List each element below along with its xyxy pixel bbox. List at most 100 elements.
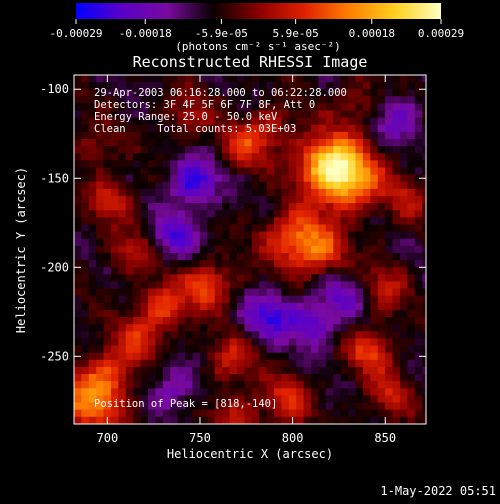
heatmap-cell [185, 181, 193, 190]
heatmap-cell [348, 338, 356, 347]
heatmap-cell [185, 188, 193, 197]
heatmap-cell [81, 245, 90, 254]
heatmap-cell [385, 267, 393, 276]
heatmap-cell [355, 131, 364, 140]
heatmap-cell [303, 82, 312, 90]
heatmap-cell [362, 260, 371, 268]
heatmap-cell [318, 110, 327, 119]
heatmap-cell [170, 188, 179, 197]
heatmap-cell [311, 210, 319, 219]
heatmap-cell [244, 423, 253, 424]
heatmap-cell [430, 303, 438, 311]
heatmap-cell [207, 381, 216, 389]
heatmap-cell [259, 352, 267, 361]
heatmap-cell [281, 374, 290, 382]
heatmap-cell [259, 153, 267, 162]
heatmap-cell [303, 103, 312, 112]
heatmap-cell [133, 416, 141, 424]
heatmap-cell [236, 160, 245, 169]
heatmap-cell [88, 195, 97, 204]
heatmap-cell [74, 295, 82, 304]
heatmap-cell [318, 381, 327, 389]
heatmap-cell [340, 75, 349, 83]
heatmap-cell [192, 210, 201, 219]
heatmap-cell [377, 267, 386, 276]
heatmap-cell [118, 423, 127, 424]
heatmap-cell [177, 181, 186, 190]
heatmap-cell [199, 359, 208, 368]
heatmap-cell [229, 96, 238, 105]
heatmap-cell [266, 146, 275, 154]
heatmap-cell [88, 252, 97, 261]
heatmap-cell [155, 75, 164, 83]
heatmap-cell [170, 160, 179, 169]
heatmap-cell [155, 309, 164, 318]
heatmap-cell [177, 260, 186, 268]
heatmap-cell [118, 345, 127, 354]
heatmap-cell [162, 338, 171, 347]
heatmap-cell [148, 174, 156, 183]
heatmap-cell [74, 416, 82, 424]
heatmap-cell [74, 409, 82, 418]
heatmap-cell [177, 423, 186, 424]
heatmap-cell [236, 210, 245, 219]
heatmap-cell [348, 103, 356, 112]
heatmap-cell [207, 96, 216, 105]
heatmap-cell [296, 103, 305, 112]
heatmap-cell [407, 317, 416, 325]
heatmap-cell [140, 124, 149, 133]
heatmap-cell [81, 174, 90, 183]
heatmap-cell [214, 217, 223, 226]
heatmap-cell [422, 210, 426, 219]
heatmap-cell [430, 360, 438, 368]
heatmap-cell [348, 245, 356, 254]
heatmap-cell [192, 267, 201, 276]
heatmap-cell [199, 238, 208, 247]
heatmap-cell [110, 217, 119, 226]
heatmap-cell [214, 167, 223, 176]
heatmap-cell [133, 82, 141, 90]
heatmap-cell [430, 353, 438, 361]
heatmap-cell [303, 131, 312, 140]
heatmap-cell [133, 75, 141, 83]
heatmap-cell [399, 381, 408, 389]
y-tick-label: -200 [40, 260, 69, 274]
heatmap-cell [303, 324, 312, 332]
heatmap-cell [362, 309, 371, 318]
heatmap-cell [118, 317, 127, 325]
heatmap-cell [281, 309, 290, 318]
heatmap-cell [162, 174, 171, 183]
heatmap-cell [251, 416, 260, 424]
heatmap-cell [199, 89, 208, 97]
heatmap-cell [340, 195, 349, 204]
heatmap-cell [199, 260, 208, 268]
heatmap-cell [325, 402, 334, 411]
heatmap-cell [244, 117, 253, 126]
heatmap-cell [259, 381, 267, 389]
heatmap-cell [407, 345, 416, 354]
heatmap-cell [229, 217, 238, 226]
heatmap-cell [355, 153, 364, 162]
heatmap-cell [325, 302, 334, 311]
heatmap-cell [325, 224, 334, 233]
heatmap-cell [273, 295, 282, 304]
heatmap-cell [414, 124, 423, 133]
heatmap-cell [229, 302, 238, 311]
heatmap-cell [155, 146, 164, 154]
heatmap-cell [288, 160, 297, 169]
heatmap-cell [348, 331, 356, 340]
heatmap-cell [318, 203, 327, 211]
heatmap-cell [348, 252, 356, 261]
heatmap-cell [162, 224, 171, 233]
heatmap-cell [236, 124, 245, 133]
heatmap-cell [288, 402, 297, 411]
heatmap-cell [430, 324, 438, 332]
heatmap-cell [281, 395, 290, 404]
heatmap-cell [355, 146, 364, 154]
heatmap-cell [318, 274, 327, 283]
heatmap-cell [392, 117, 401, 126]
heatmap-cell [348, 423, 356, 424]
heatmap-cell [430, 267, 438, 275]
heatmap-cell [207, 181, 216, 190]
heatmap-cell [214, 359, 223, 368]
